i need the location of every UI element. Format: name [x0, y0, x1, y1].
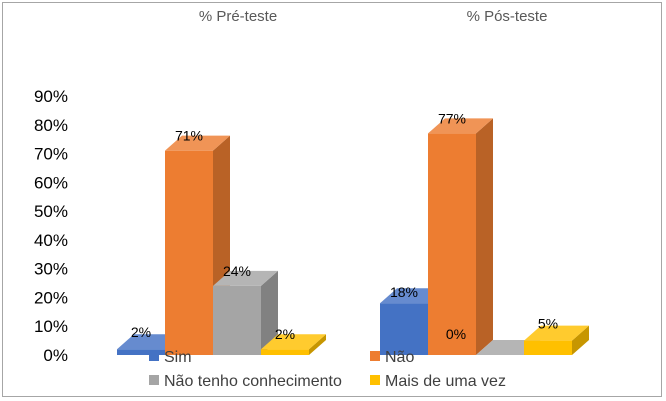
y-tick-label: 80%: [34, 116, 68, 135]
legend-item: Não tenho conhecimento: [149, 373, 342, 390]
legend-label: Não tenho conhecimento: [164, 373, 342, 390]
data-label: 2%: [275, 326, 295, 342]
bar-front: [117, 349, 165, 355]
legend-item: Mais de uma vez: [370, 373, 506, 390]
bar-front: [380, 303, 428, 355]
bar-front: [213, 285, 261, 355]
legend-item: Não: [370, 349, 414, 366]
bar-top: [261, 334, 326, 350]
bar-pos-1: [428, 118, 493, 356]
y-tick-label: 20%: [34, 288, 68, 307]
data-label: 24%: [223, 263, 251, 279]
y-tick-label: 50%: [34, 202, 68, 221]
y-tick-label: 30%: [34, 260, 68, 279]
bar-pre-3: [261, 334, 326, 355]
bar-front: [261, 349, 309, 355]
legend-swatch: [149, 351, 159, 361]
y-tick-label: 10%: [34, 317, 68, 336]
bar-side: [261, 270, 278, 355]
bar-top: [165, 135, 230, 151]
data-label: 18%: [390, 284, 418, 300]
data-label: 5%: [538, 316, 558, 332]
bar-top: [524, 325, 589, 341]
bar-pos-3: [524, 325, 589, 355]
legend-swatch: [149, 375, 159, 385]
y-tick-label: 40%: [34, 231, 68, 250]
bar-side: [309, 334, 326, 355]
legend-item: Sim: [149, 349, 192, 366]
bar-pre-2: [213, 270, 278, 355]
legend-label: Mais de uma vez: [385, 373, 506, 390]
data-label: 77%: [438, 110, 466, 126]
bar-top: [428, 118, 493, 134]
legend-swatch: [370, 375, 380, 385]
group-title-pre: % Pré-teste: [199, 8, 277, 25]
bar-side: [476, 118, 493, 356]
bar-side: [572, 325, 589, 355]
bar-front: [165, 150, 213, 355]
y-tick-label: 70%: [34, 145, 68, 164]
y-tick-label: 90%: [34, 87, 68, 106]
legend-label: Não: [385, 349, 414, 366]
y-tick-label: 60%: [34, 173, 68, 192]
bar-front: [524, 340, 572, 355]
legend-label: Sim: [164, 349, 192, 366]
bar-top: [213, 270, 278, 286]
bar-front: [428, 133, 476, 355]
data-label: 0%: [446, 326, 466, 342]
data-label: 2%: [131, 324, 151, 340]
data-label: 71%: [175, 128, 203, 144]
legend-swatch: [370, 351, 380, 361]
y-tick-label: 0%: [43, 346, 68, 365]
group-title-pos: % Pós-teste: [467, 8, 548, 25]
